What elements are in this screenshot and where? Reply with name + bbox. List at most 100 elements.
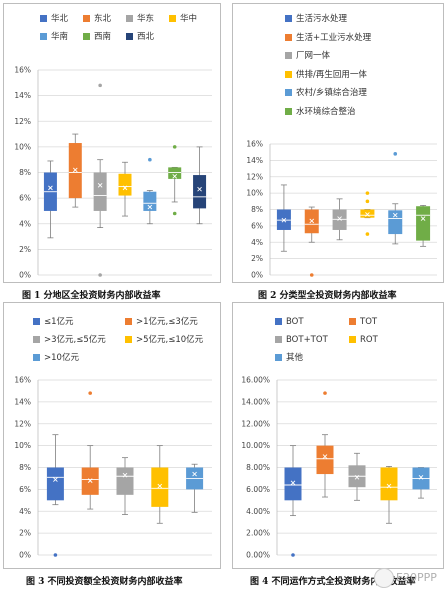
- legend-swatch: [285, 70, 292, 78]
- legend-item: 西南: [83, 32, 111, 42]
- box: [46, 467, 64, 501]
- y-tick-label: 12%: [14, 419, 31, 428]
- legend-item: 东北: [83, 14, 111, 24]
- boxplot-type: 0% 2% 4% 6% 8% 10% 12% 14% 16%: [246, 140, 437, 280]
- chart-title-region: 图 1 分地区全投资财务内部收益率: [22, 291, 161, 301]
- legend-label: TOT: [360, 317, 378, 327]
- mean-marker: [97, 182, 103, 188]
- legend-label: 供排/再生回用一体: [296, 69, 367, 80]
- mean-marker: [157, 483, 163, 489]
- mean-marker: [337, 216, 342, 221]
- y-tick-label: 12%: [246, 172, 263, 181]
- legend-item: ≤1亿元: [33, 317, 74, 327]
- legend-swatch: [275, 336, 282, 343]
- legend-label: 水环境综合整治: [296, 106, 356, 117]
- legend-label: ≤1亿元: [44, 317, 74, 327]
- box: [388, 210, 403, 235]
- mean-marker: [392, 212, 398, 218]
- legend-label: 农村/乡镇综合治理: [296, 88, 367, 98]
- chart-panel-operation: BOT TOT BOT+TOT ROT 其他 0.00% 2.00% 4.00% 6.00% 8…: [232, 302, 444, 569]
- mean-marker: [53, 477, 58, 482]
- mean-marker: [122, 472, 128, 478]
- y-tick-label: 16.00%: [241, 376, 270, 385]
- legend-label: 华东: [137, 14, 155, 24]
- legend-swatch: [126, 33, 133, 40]
- y-tick-label: 16%: [14, 376, 31, 385]
- legend-swatch: [349, 318, 356, 325]
- legend-label: >5亿元,≤10亿元: [136, 335, 204, 345]
- legend-item: 供排/再生回用一体: [285, 70, 367, 80]
- legend-label: 华南: [51, 32, 69, 42]
- y-tick-label: 6%: [251, 221, 263, 230]
- legend-label: 东北: [94, 14, 112, 24]
- mean-marker: [87, 478, 93, 483]
- legend-item: 华东: [126, 14, 154, 24]
- legend-swatch: [349, 336, 356, 343]
- y-tick-label: 0%: [19, 551, 31, 560]
- legend-label: 其他: [286, 353, 304, 363]
- mean-marker: [72, 167, 78, 173]
- legend-item: >3亿元,≤5亿元: [33, 335, 106, 345]
- legend-item: TOT: [349, 317, 377, 327]
- y-tick-label: 8%: [19, 463, 31, 472]
- mean-marker: [48, 185, 53, 191]
- chart-title-operation: 图 4 不同运作方式全投资财务内部收益率: [250, 577, 416, 587]
- legend-swatch: [83, 33, 90, 40]
- legend-item: 厂网一体: [285, 51, 330, 61]
- legend-label: BOT+TOT: [286, 335, 328, 345]
- mean-marker: [420, 216, 426, 221]
- chart-panel-type: 生活污水处理生活+工业污水处理厂网一体供排/再生回用一体 农村/乡镇综合治理 水环境…: [232, 3, 444, 283]
- legend-swatch: [285, 107, 292, 115]
- box: [360, 209, 375, 218]
- y-tick-label: 10.00%: [241, 441, 270, 450]
- legend-label: 生活污水处理: [296, 14, 348, 24]
- legend-item: 生活污水处理: [285, 14, 347, 24]
- mean-marker: [386, 483, 392, 489]
- box: [143, 191, 157, 211]
- box: [118, 173, 132, 196]
- legend-item: 农村/乡镇综合治理: [285, 88, 367, 98]
- legend-swatch: [33, 336, 40, 343]
- legend-item: 华中: [169, 14, 197, 24]
- boxplot-region: 0% 2% 4% 6% 8% 10% 12% 14% 16%: [14, 66, 212, 280]
- legend-swatch: [285, 15, 292, 22]
- mean-marker: [309, 218, 315, 224]
- mean-marker: [281, 217, 287, 223]
- box: [416, 206, 431, 241]
- legend-swatch: [125, 336, 132, 343]
- box: [151, 467, 169, 507]
- mean-marker: [192, 471, 197, 477]
- legend-swatch: [169, 15, 176, 22]
- legend-label: 生活+工业污水处理: [296, 32, 372, 43]
- box: [380, 467, 398, 501]
- boxplot-investment: 0% 2% 4% 6% 8% 10% 12% 14% 16%: [14, 376, 212, 560]
- legend-swatch: [126, 15, 133, 22]
- box: [193, 175, 207, 209]
- box: [316, 445, 334, 475]
- legend-item: >1亿元,≤3亿元: [125, 317, 198, 327]
- legend-item: >10亿元: [33, 353, 79, 363]
- outlier-point: [291, 553, 295, 557]
- y-tick-label: 0%: [19, 271, 31, 280]
- y-tick-label: 8%: [19, 168, 31, 177]
- mean-marker: [147, 204, 153, 210]
- y-tick-label: 4.00%: [246, 507, 270, 516]
- legend-label: 华中: [180, 14, 198, 24]
- outlier-point: [172, 145, 177, 149]
- boxplot-operation: 0.00% 2.00% 4.00% 6.00% 8.00% 10.00% 12.00% 14.…: [241, 376, 437, 560]
- legend-swatch: [33, 354, 40, 361]
- legend-label: >3亿元,≤5亿元: [44, 335, 106, 345]
- legend-item: BOT: [275, 317, 304, 327]
- outlier-point: [172, 211, 177, 216]
- legend-label: ROT: [360, 335, 378, 345]
- legend-item: ROT: [349, 335, 378, 345]
- y-tick-label: 16%: [246, 140, 263, 149]
- legend-swatch: [285, 89, 292, 96]
- y-tick-label: 8.00%: [246, 463, 270, 472]
- mean-marker: [290, 480, 296, 486]
- legend-label: >1亿元,≤3亿元: [136, 317, 198, 327]
- mean-marker: [172, 174, 178, 179]
- box: [168, 167, 182, 179]
- mean-marker: [365, 212, 370, 217]
- legend-label: 西北: [137, 32, 155, 42]
